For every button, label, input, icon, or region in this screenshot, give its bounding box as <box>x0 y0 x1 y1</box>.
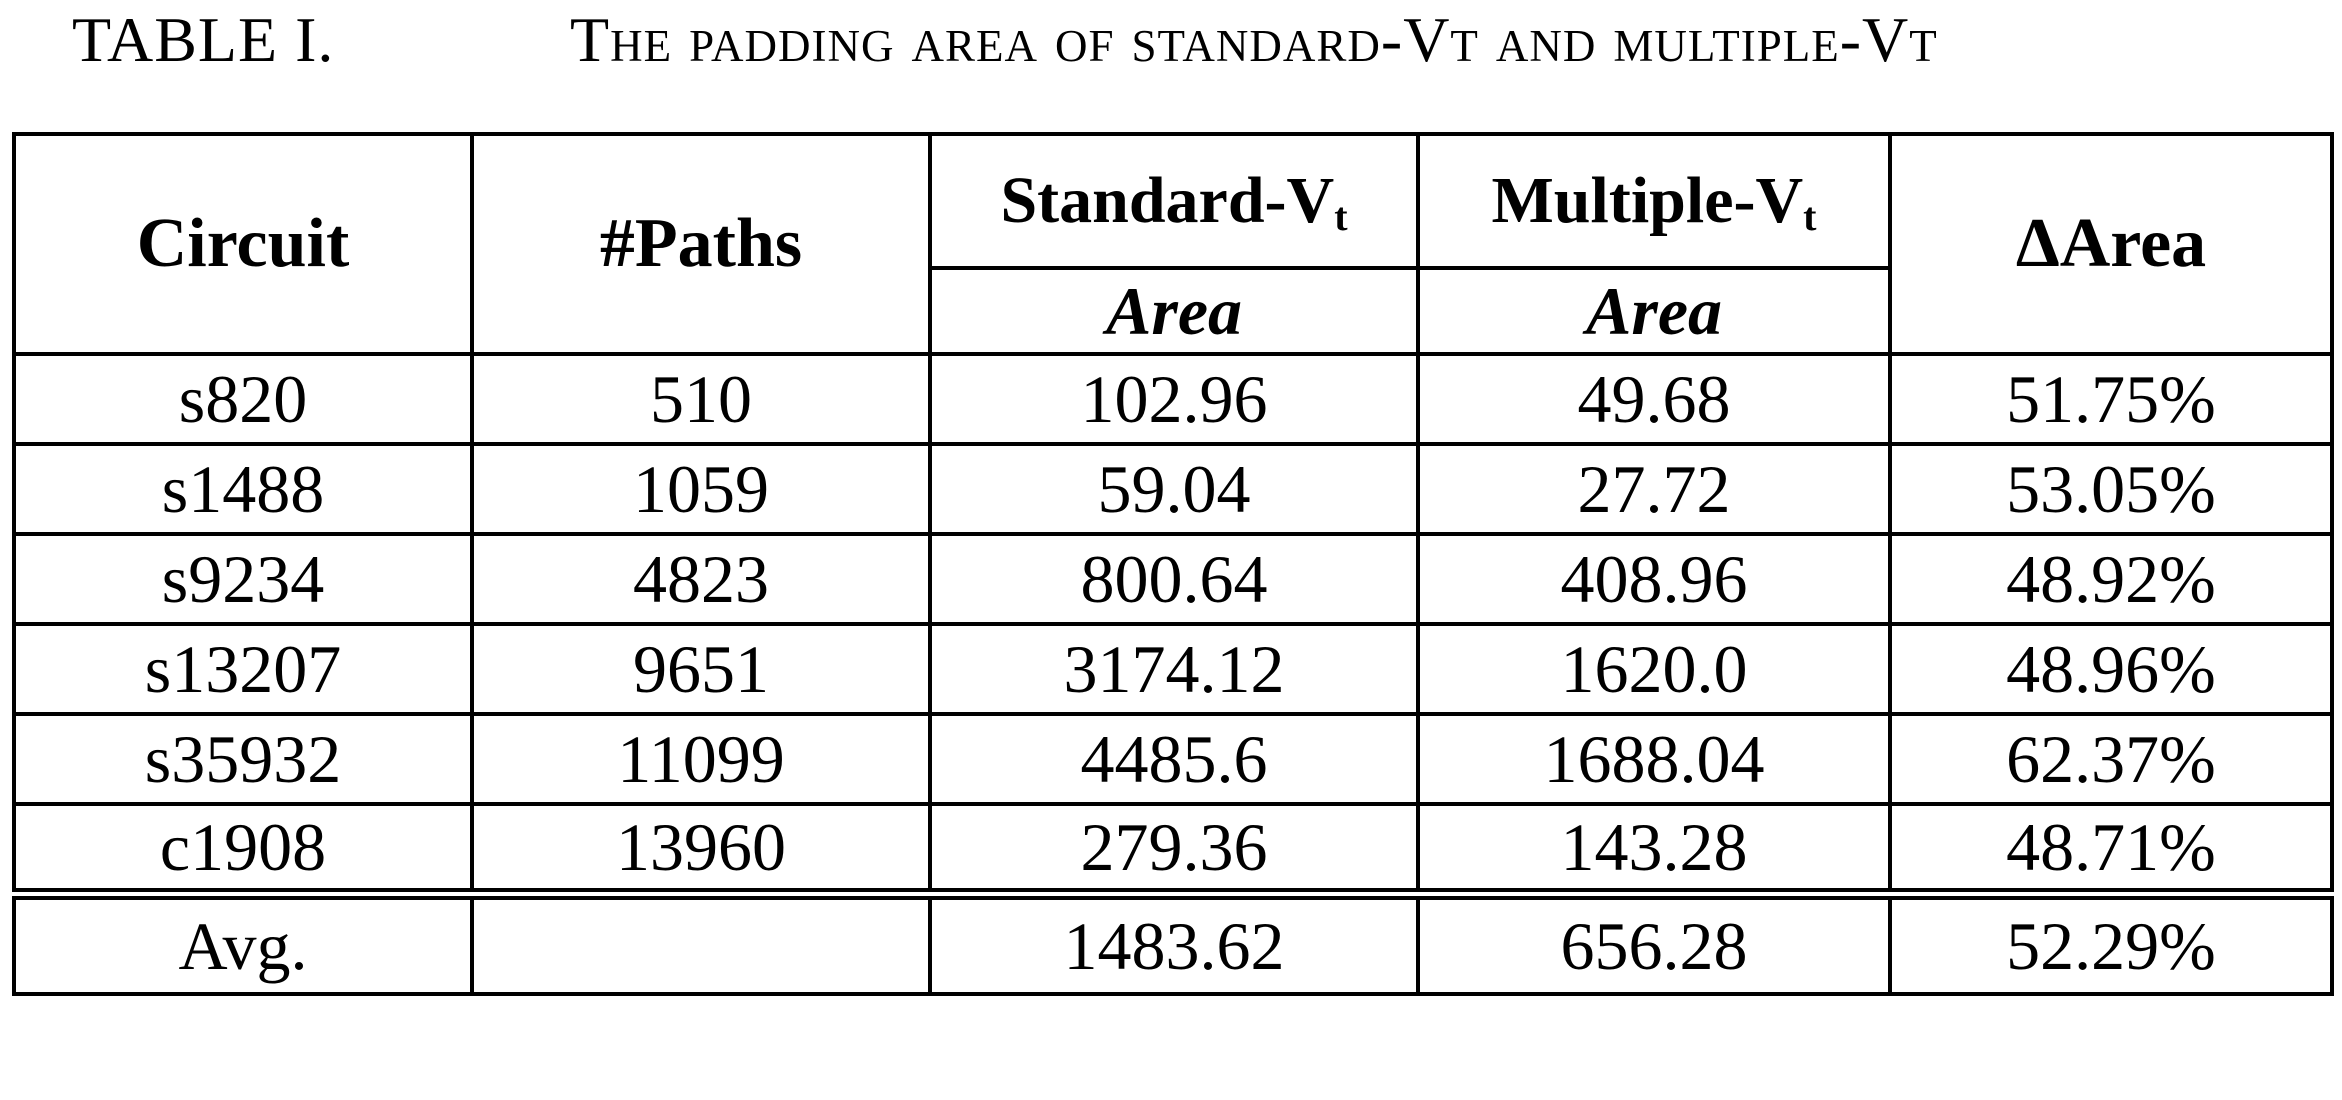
cell-multiple-area: 49.68 <box>1416 352 1892 446</box>
padding-area-table: Circuit #Paths Standard-Vt Multiple-Vt Δ… <box>12 132 2334 996</box>
table-row: c1908 13960 279.36 143.28 48.71% <box>12 802 2334 896</box>
header-paths: #Paths <box>470 132 932 356</box>
table-row: s1488 1059 59.04 27.72 53.05% <box>12 442 2334 536</box>
table-label: TABLE I. <box>72 4 335 75</box>
cell-delta-area: 48.92% <box>1888 532 2334 626</box>
cell-standard-area: 279.36 <box>928 802 1420 896</box>
header-circuit: Circuit <box>12 132 474 356</box>
cell-paths: 4823 <box>470 532 932 626</box>
cell-average-delta-area: 52.29% <box>1888 888 2334 996</box>
header-multiple-prefix: Multiple-V <box>1491 163 1804 237</box>
cell-multiple-area: 408.96 <box>1416 532 1892 626</box>
cell-circuit: s35932 <box>12 712 474 806</box>
header-delta-area: ΔArea <box>1888 132 2334 356</box>
header-multiple-subscript: t <box>1803 193 1817 239</box>
header-multiple-vt: Multiple-Vt <box>1416 132 1892 270</box>
cell-paths: 510 <box>470 352 932 446</box>
cell-circuit: c1908 <box>12 802 474 896</box>
cell-delta-area: 48.96% <box>1888 622 2334 716</box>
cell-average-multiple-area: 656.28 <box>1416 888 1892 996</box>
cell-standard-area: 3174.12 <box>928 622 1420 716</box>
cell-paths: 11099 <box>470 712 932 806</box>
cell-multiple-area: 1688.04 <box>1416 712 1892 806</box>
cell-standard-area: 4485.6 <box>928 712 1420 806</box>
cell-standard-area: 800.64 <box>928 532 1420 626</box>
table-title: The padding area of standard-Vt and mult… <box>570 4 1938 75</box>
header-standard-prefix: Standard-V <box>1000 163 1335 237</box>
cell-average-label: Avg. <box>12 888 474 996</box>
header-multiple-area: Area <box>1416 266 1892 356</box>
table-row: s9234 4823 800.64 408.96 48.92% <box>12 532 2334 626</box>
table-row: s35932 11099 4485.6 1688.04 62.37% <box>12 712 2334 806</box>
header-standard-vt: Standard-Vt <box>928 132 1420 270</box>
cell-multiple-area: 143.28 <box>1416 802 1892 896</box>
cell-circuit: s13207 <box>12 622 474 716</box>
cell-paths: 13960 <box>470 802 932 896</box>
table-caption: TABLE I. The padding area of standard-Vt… <box>0 0 2342 100</box>
cell-circuit: s820 <box>12 352 474 446</box>
table-row: s13207 9651 3174.12 1620.0 48.96% <box>12 622 2334 716</box>
average-row: Avg. 1483.62 656.28 52.29% <box>12 888 2334 996</box>
cell-delta-area: 62.37% <box>1888 712 2334 806</box>
table-row: s820 510 102.96 49.68 51.75% <box>12 352 2334 446</box>
cell-multiple-area: 1620.0 <box>1416 622 1892 716</box>
cell-standard-area: 102.96 <box>928 352 1420 446</box>
cell-delta-area: 51.75% <box>1888 352 2334 446</box>
cell-standard-area: 59.04 <box>928 442 1420 536</box>
cell-circuit: s9234 <box>12 532 474 626</box>
cell-delta-area: 48.71% <box>1888 802 2334 896</box>
cell-average-paths <box>470 888 932 996</box>
header-standard-subscript: t <box>1334 193 1348 239</box>
cell-multiple-area: 27.72 <box>1416 442 1892 536</box>
header-standard-area: Area <box>928 266 1420 356</box>
cell-paths: 9651 <box>470 622 932 716</box>
cell-delta-area: 53.05% <box>1888 442 2334 536</box>
cell-paths: 1059 <box>470 442 932 536</box>
cell-average-standard-area: 1483.62 <box>928 888 1420 996</box>
cell-circuit: s1488 <box>12 442 474 536</box>
